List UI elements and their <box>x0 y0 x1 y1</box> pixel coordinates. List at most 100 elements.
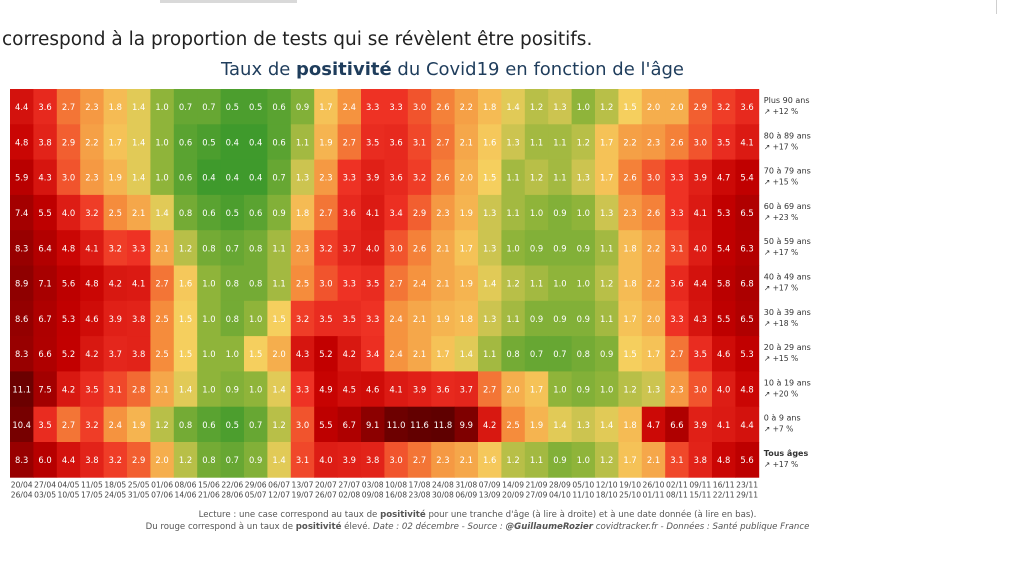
heatmap-cell <box>454 371 479 408</box>
intro-text: correspond à la proportion de tests qui … <box>2 29 593 50</box>
heatmap-cell <box>407 265 432 302</box>
heatmap-cell <box>431 159 455 196</box>
heatmap-cell <box>290 300 315 337</box>
x-tick-label: 30/08 <box>432 490 454 499</box>
cell-value-label: 1.1 <box>530 137 543 147</box>
cell-value-label: 3.1 <box>109 384 122 394</box>
cell-value-label: 3.0 <box>647 173 660 183</box>
cell-value-label: 4.1 <box>85 243 98 253</box>
heatmap-cell <box>524 336 549 372</box>
cell-value-label: 3.8 <box>132 349 145 359</box>
x-tick-label: 02/11 <box>666 480 688 489</box>
heatmap-cell <box>712 230 736 266</box>
cell-value-label: 3.0 <box>389 455 402 465</box>
heatmap-cell <box>688 89 713 125</box>
cell-value-label: 3.3 <box>670 314 683 324</box>
cell-value-label: 11.1 <box>12 384 31 394</box>
cell-value-label: 4.0 <box>694 243 707 253</box>
cell-value-label: 4.1 <box>389 384 402 394</box>
cell-value-label: 1.3 <box>577 420 590 430</box>
cell-value-label: 1.0 <box>553 384 566 394</box>
heatmap-cell <box>712 124 736 160</box>
cell-value-label: 0.6 <box>202 420 215 430</box>
heatmap-cell <box>548 265 572 302</box>
cell-value-label: 1.2 <box>623 384 636 394</box>
heatmap-cell <box>244 159 268 196</box>
heatmap-cell <box>10 336 34 372</box>
cell-value-label: 1.4 <box>132 137 145 147</box>
cell-value-label: 3.8 <box>366 455 379 465</box>
cell-value-label: 3.2 <box>319 243 332 253</box>
heatmap-cell <box>712 194 736 231</box>
heatmap-cell <box>10 406 34 443</box>
heatmap-cell <box>478 89 502 125</box>
cell-value-label: 5.5 <box>38 208 51 218</box>
heatmap-cell <box>524 442 549 478</box>
x-tick-label: 03/05 <box>34 490 56 499</box>
cell-value-label: 4.4 <box>62 455 75 465</box>
heatmap-cell <box>314 230 338 266</box>
cell-value-label: 0.8 <box>249 243 262 253</box>
heatmap-cell <box>103 230 128 266</box>
heatmap-cell <box>688 442 713 478</box>
heatmap-cell <box>688 265 713 302</box>
cell-value-label: 1.3 <box>600 208 613 218</box>
cell-value-label: 1.3 <box>483 314 496 324</box>
cell-value-label: 3.8 <box>38 137 51 147</box>
heatmap-cell <box>735 230 760 266</box>
cell-value-label: 0.8 <box>202 455 215 465</box>
cell-value-label: 5.9 <box>15 173 28 183</box>
cell-value-label: 5.3 <box>740 349 753 359</box>
heatmap-cell <box>267 124 292 160</box>
heatmap-cell <box>618 89 643 125</box>
cell-value-label: 3.1 <box>670 455 683 465</box>
heatmap-cell <box>548 406 572 443</box>
heatmap-cell <box>80 230 104 266</box>
heatmap-cell <box>314 124 338 160</box>
x-tick-label: 08/06 <box>175 480 197 489</box>
heatmap-cell <box>267 406 292 443</box>
heatmap-cell <box>267 159 292 196</box>
heatmap-cell <box>150 194 175 231</box>
heatmap-cell <box>548 89 572 125</box>
cell-value-label: 0.9 <box>553 243 566 253</box>
x-tick-label: 16/11 <box>713 480 735 489</box>
cell-value-label: 1.2 <box>530 173 543 183</box>
heatmap-cell <box>290 124 315 160</box>
cell-value-label: 2.0 <box>155 455 168 465</box>
heatmap-cell <box>571 442 596 478</box>
cell-value-label: 1.2 <box>272 420 285 430</box>
heatmap-cell <box>220 124 245 160</box>
heatmap-cell <box>10 89 34 125</box>
cell-value-label: 8.3 <box>15 349 28 359</box>
cell-value-label: 0.4 <box>226 173 239 183</box>
x-tick-label: 18/05 <box>104 480 126 489</box>
cell-value-label: 6.3 <box>740 243 753 253</box>
cell-value-label: 3.6 <box>670 279 683 289</box>
cell-value-label: 1.7 <box>600 173 613 183</box>
cell-value-label: 2.5 <box>155 314 168 324</box>
heatmap-cell <box>56 300 81 337</box>
chart-title: Taux de positivité du Covid19 en fonctio… <box>220 59 684 80</box>
x-tick-label: 12/10 <box>596 480 618 489</box>
cell-value-label: 4.4 <box>15 102 28 112</box>
cell-value-label: 4.3 <box>38 173 51 183</box>
cell-value-label: 1.2 <box>530 102 543 112</box>
cell-value-label: 2.1 <box>436 279 449 289</box>
cell-value-label: 4.4 <box>694 279 707 289</box>
heatmap-cell <box>431 124 455 160</box>
heatmap-cell <box>384 230 409 266</box>
cell-value-label: 0.8 <box>577 349 590 359</box>
cell-value-label: 1.1 <box>506 208 519 218</box>
heatmap-cell <box>361 124 385 160</box>
cell-value-label: 0.6 <box>179 173 192 183</box>
heatmap-cell <box>267 442 292 478</box>
cell-value-label: 4.6 <box>85 314 98 324</box>
heatmap-cell <box>454 124 479 160</box>
cell-value-label: 1.9 <box>460 279 473 289</box>
heatmap-cell <box>361 336 385 372</box>
cell-value-label: 1.5 <box>623 102 636 112</box>
x-tick-label: 31/05 <box>128 490 150 499</box>
x-tick-label: 04/05 <box>58 480 80 489</box>
x-tick-label: 24/08 <box>432 480 454 489</box>
